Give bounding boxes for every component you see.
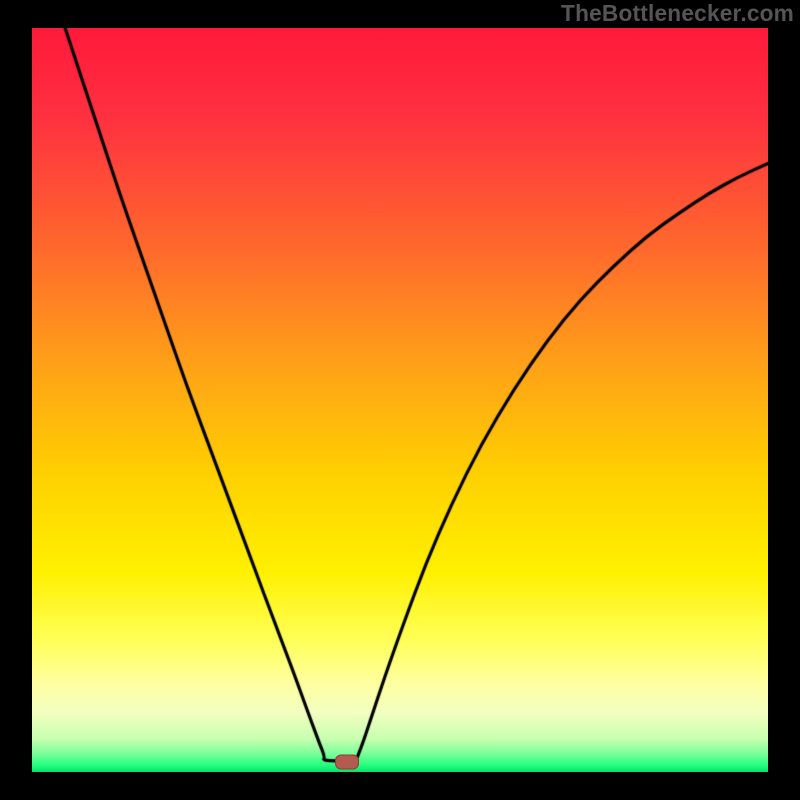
watermark-text: TheBottlenecker.com	[561, 0, 794, 27]
bottleneck-curve-canvas	[32, 28, 768, 772]
plot-area	[32, 28, 768, 772]
chart-frame: TheBottlenecker.com	[0, 0, 800, 800]
optimum-marker	[335, 754, 359, 769]
